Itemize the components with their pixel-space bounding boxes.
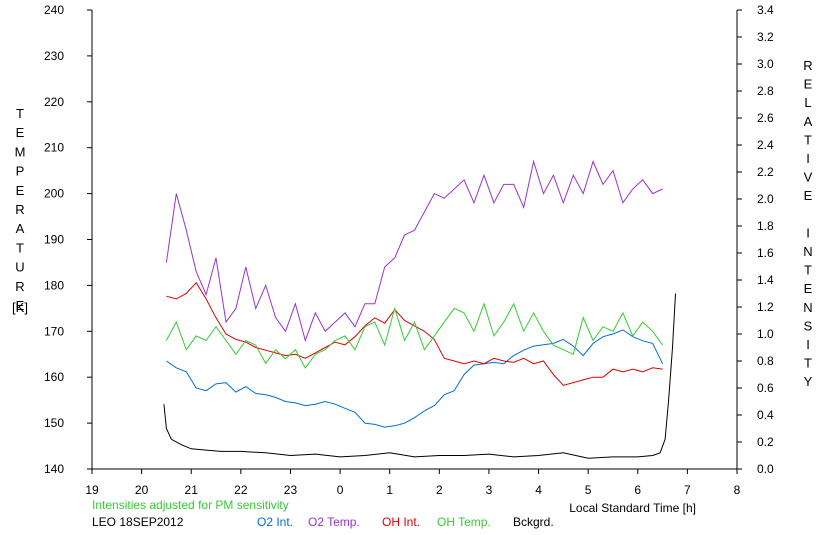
x-tick-label: 8 (734, 483, 741, 497)
x-axis-label: Local Standard Time [h] (569, 501, 696, 515)
right-tick-label: 3.0 (757, 57, 774, 71)
x-tick-label: 2 (436, 483, 443, 497)
x-tick-label: 20 (135, 483, 149, 497)
x-tick-label: 22 (234, 483, 248, 497)
right-tick-label: 2.0 (757, 192, 774, 206)
x-tick-label: 7 (684, 483, 691, 497)
right-tick-label: 1.0 (757, 327, 774, 341)
left-tick-label: 150 (44, 416, 64, 430)
right-tick-label: 0.8 (757, 354, 774, 368)
right-axis-title-char: S (804, 318, 813, 333)
legend-entry: OH Temp. (437, 515, 491, 529)
right-axis-title-char: E (804, 77, 813, 92)
right-tick-label: 3.4 (757, 3, 774, 17)
right-tick-label: 0.6 (757, 381, 774, 395)
right-tick-label: 0.4 (757, 408, 774, 422)
series-line-bckgrd (163, 293, 676, 459)
right-axis-title-char: T (804, 263, 812, 278)
left-tick-label: 190 (44, 233, 64, 247)
right-tick-label: 1.8 (757, 219, 774, 233)
x-tick-label: 3 (486, 483, 493, 497)
right-tick-label: 1.2 (757, 300, 774, 314)
right-axis-title-char: N (803, 300, 812, 315)
right-ticks: 0.0 0.2 0.4 0.6 0.8 1.0 1.2 1.4 1.6 1.8 2.0 2.2 2.4 2… (737, 3, 774, 476)
x-tick-label: 19 (85, 483, 99, 497)
left-axis-title-char: R (15, 202, 24, 217)
left-tick-label: 140 (44, 462, 64, 476)
x-tick-label: 4 (535, 483, 542, 497)
x-tick-label: 6 (634, 483, 641, 497)
series-line-o2-temp (165, 159, 663, 343)
left-tick-label: 200 (44, 187, 64, 201)
series-line-o2-int (166, 329, 664, 428)
left-tick-label: 230 (44, 49, 64, 63)
right-tick-label: 2.6 (757, 111, 774, 125)
right-axis-title-char: N (803, 244, 812, 259)
left-axis-title-char: E (16, 125, 25, 140)
left-tick-label: 170 (44, 324, 64, 338)
series-line-oh-int (166, 281, 663, 386)
left-axis-title-char: E (16, 298, 25, 313)
right-axis-title-char: E (804, 188, 813, 203)
x-ticks: 19 20 21 22 23 0 1 2 3 4 5 6 7 8 (85, 469, 741, 497)
right-tick-label: 2.2 (757, 165, 774, 179)
legend: O2 Int. O2 Temp. OH Int. OH Temp. Bckgrd. (257, 515, 554, 529)
right-axis-title-char: I (806, 337, 810, 352)
right-axis-title-char: E (804, 281, 813, 296)
right-tick-label: 0.2 (757, 435, 774, 449)
right-tick-label: 1.4 (757, 273, 774, 287)
left-axis-title-char: T (16, 240, 24, 255)
right-axis-title-char: T (804, 132, 812, 147)
right-tick-label: 2.8 (757, 84, 774, 98)
left-tick-label: 210 (44, 141, 64, 155)
x-tick-label: 21 (185, 483, 199, 497)
left-axis-title-char: A (16, 221, 25, 236)
legend-entry: Bckgrd. (513, 515, 554, 529)
right-axis-title-char: R (803, 58, 812, 73)
right-axis-title-char: L (804, 95, 811, 110)
x-tick-label: 5 (585, 483, 592, 497)
series-layer (163, 159, 676, 459)
left-tick-label: 180 (44, 278, 64, 292)
left-axis-title-char: M (15, 144, 26, 159)
right-tick-label: 0.0 (757, 462, 774, 476)
right-axis-title-char: V (804, 170, 813, 185)
x-tick-label: 23 (284, 483, 298, 497)
right-axis-title-char: I (806, 151, 810, 166)
left-axis-unit: [K] (12, 300, 28, 315)
right-axis-title-char: T (804, 356, 812, 371)
legend-entry: O2 Temp. (308, 515, 360, 529)
right-axis-title-char: I (806, 225, 810, 240)
left-axis-title-char: U (15, 260, 24, 275)
right-axis-title-char: A (804, 114, 813, 129)
left-ticks: 140 150 160 170 180 190 200 210 220 230 240 (44, 3, 92, 476)
left-axis-title-char: R (15, 279, 24, 294)
legend-entry: O2 Int. (257, 515, 293, 529)
sensitivity-note: Intensities adjusted for PM sensitivity (92, 498, 289, 512)
right-tick-label: 3.2 (757, 30, 774, 44)
right-axis-title-char: Y (804, 374, 813, 389)
left-tick-label: 160 (44, 370, 64, 384)
left-tick-label: 240 (44, 3, 64, 17)
station-date: LEO 18SEP2012 (92, 515, 184, 529)
left-axis-title-char: E (16, 183, 25, 198)
right-tick-label: 1.6 (757, 246, 774, 260)
left-axis-title-char: T (16, 106, 24, 121)
left-tick-label: 220 (44, 95, 64, 109)
series-line-oh-temp (165, 302, 664, 369)
left-axis-title-char: P (16, 164, 25, 179)
x-tick-label: 0 (337, 483, 344, 497)
x-tick-label: 1 (386, 483, 393, 497)
legend-entry: OH Int. (382, 515, 420, 529)
right-tick-label: 2.4 (757, 138, 774, 152)
